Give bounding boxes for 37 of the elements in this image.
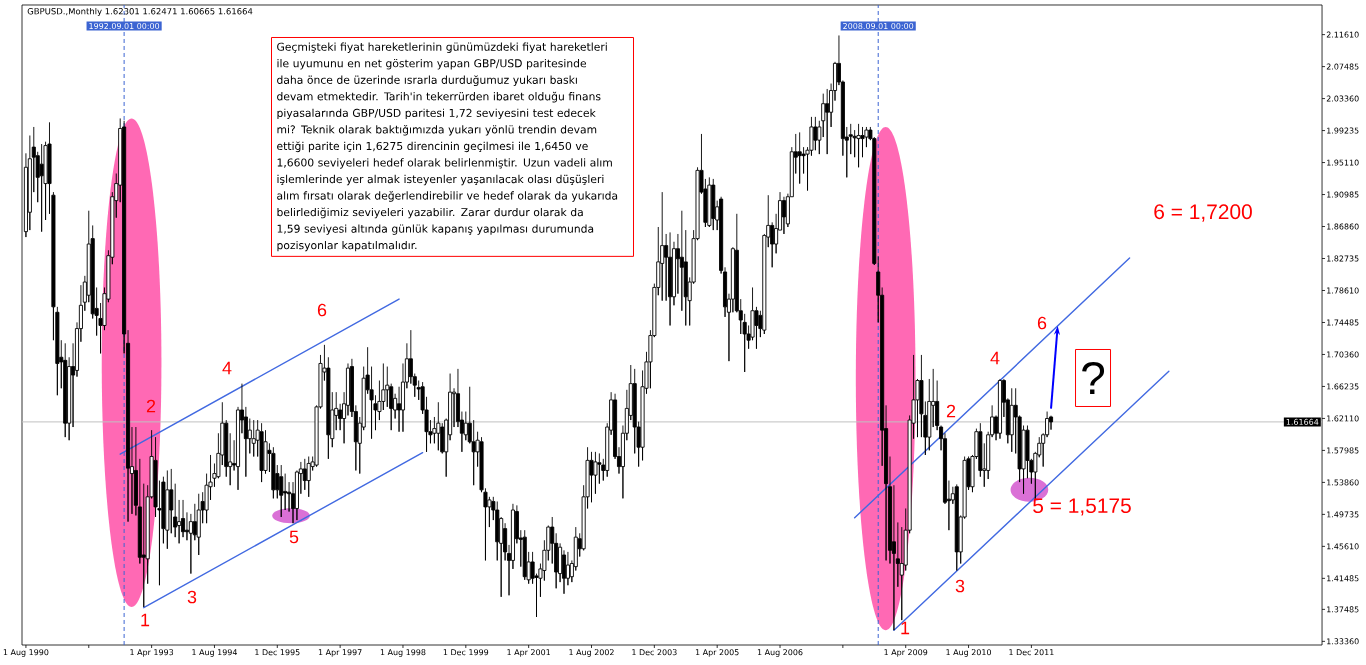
annotation: 5 = 1,5175	[1033, 498, 1131, 516]
annotation: 2	[946, 404, 956, 418]
candlestick	[825, 88, 830, 155]
annotation: ?	[1082, 362, 1105, 394]
candlestick	[997, 378, 1002, 440]
annotation: 5	[289, 530, 299, 544]
candlestick	[436, 401, 441, 451]
candlestick	[63, 342, 68, 438]
candlestick	[306, 456, 311, 498]
annotation: 3	[955, 579, 965, 593]
candlestick	[856, 123, 861, 168]
chart-title: GBPUSD.,Monthly 1.62301 1.62471 1.60665 1.61664	[27, 7, 253, 17]
candlestick	[707, 176, 712, 228]
candlestick	[781, 196, 786, 235]
candlestick	[668, 231, 673, 326]
candlestick	[660, 191, 665, 302]
annotation: 1	[141, 613, 150, 627]
annotation: 4	[222, 361, 232, 375]
candlestick	[196, 493, 201, 556]
candlestick	[711, 178, 716, 231]
candlestick	[522, 529, 527, 581]
candlestick	[39, 143, 44, 233]
candlestick	[1009, 387, 1014, 453]
annotation: 1	[901, 621, 910, 635]
annotation: 6 = 1,7200	[1154, 204, 1252, 222]
candlestick	[251, 419, 256, 457]
annotation: 2	[146, 399, 156, 413]
annotation: 3	[187, 590, 197, 604]
annotation: 6	[317, 303, 327, 317]
candlestick	[279, 464, 284, 518]
candlestick	[271, 446, 276, 499]
candlestick	[165, 470, 170, 550]
candlestick	[797, 131, 802, 185]
annotation: 4	[990, 351, 1000, 365]
annotation: 6	[1037, 316, 1047, 330]
candlestick	[259, 422, 264, 483]
text: Geçmişteki fiyat hareketlerinin günümüzdeki fiyat hareketleri ile uyumunu en net gösterim yapan GBP/USD paritesinde daha önce de üzerinde ısrarla durduğumuz yukarı baskı devam etmektedir. Tarih'in tekerrürden ibaret olduğu finans piyasalarında GBP/USD paritesi 1,72 seviyesini test edecek mi? Teknik olarak baktığımızda yukarı yönlü trendin devam ettiği parite için 1,6275 direncinin geçilmesi ile 1,6450 ve 1,6600 seviyeleri hedef olarak belirlenmiştir. Uzun vadeli alım işlemlerinde yer almak isteyenler yaşanılacak olası düşüşleri alım fırsatı olarak değerlendirebilir ve hedef olarak da yukarıda belirlediğimiz seviyeleri yazabilir. Zarar durdur olarak da 1,59 seviyesi altında günlük kapanış yapılması durumunda pozisyonlar kapatılmalıdır.	[277, 42, 618, 252]
